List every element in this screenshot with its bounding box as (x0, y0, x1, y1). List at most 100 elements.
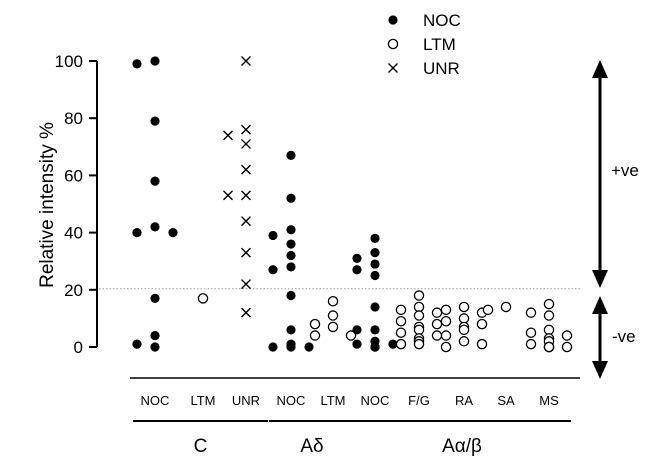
data-point-noc (352, 253, 362, 263)
data-point-noc (286, 225, 296, 235)
data-points (132, 56, 573, 353)
legend-label: UNR (423, 59, 460, 78)
data-point-unr-cross (241, 247, 251, 258)
data-point-unr (241, 279, 251, 290)
data-point-noc (286, 262, 296, 272)
data-point-ltm (431, 318, 443, 330)
data-point-ltm (395, 338, 407, 350)
legend-label: LTM (423, 35, 456, 54)
data-point-unr-cross (241, 56, 251, 66)
data-point-unr (241, 56, 251, 66)
data-point-ltm (458, 313, 470, 324)
data-point-noc (286, 325, 296, 335)
data-point-unr-cross (241, 124, 251, 135)
y-tick-label: 80 (64, 109, 83, 128)
data-point-unr-cross (241, 138, 251, 149)
positive-arrow-head-up (592, 60, 608, 78)
data-point-noc (168, 228, 178, 238)
group-labels: C Aδ Aα/β (133, 420, 571, 457)
x-category-label: RA (455, 393, 473, 408)
y-tick-label: 100 (55, 52, 83, 71)
data-point-ltm (525, 327, 537, 338)
y-tick-label: 20 (64, 281, 83, 300)
x-category-label: LTM (190, 393, 215, 408)
data-point-ltm (413, 290, 425, 301)
data-point-ltm (440, 316, 452, 327)
data-point-noc (286, 239, 296, 249)
data-point-noc (370, 342, 380, 352)
data-point-ltm (413, 310, 425, 321)
data-point-unr-cross (388, 63, 398, 73)
x-category-label: LTM (320, 393, 345, 408)
y-axis-label: Relative intensity % (37, 122, 58, 288)
data-point-ltm (525, 307, 537, 318)
negative-arrow-head-up (592, 296, 608, 314)
positive-arrow-head-down (592, 270, 608, 288)
data-point-unr (223, 130, 233, 141)
data-point-unr (241, 307, 251, 318)
data-point-ltm (395, 316, 407, 327)
data-point-noc (388, 339, 398, 349)
data-point-noc (150, 56, 160, 66)
data-point-ltm (458, 336, 470, 347)
data-point-unr-cross (223, 130, 233, 141)
y-tick-label: 40 (64, 224, 83, 243)
data-point-ltm (500, 301, 512, 313)
negative-label: -ve (612, 327, 636, 346)
data-point-ltm (458, 324, 470, 336)
positive-label: +ve (611, 161, 639, 180)
legend: NOC LTM UNR (387, 11, 461, 78)
x-axis: NOC LTM UNR NOC LTM NOC F/G RA SA MS (130, 377, 580, 408)
data-point-noc (286, 150, 296, 160)
data-point-ltm (309, 330, 321, 341)
data-point-unr (241, 247, 251, 258)
data-point-noc (286, 342, 296, 352)
group-label: Aα/β (442, 436, 482, 457)
data-point-noc (150, 176, 160, 186)
data-point-noc (268, 342, 278, 352)
x-category-label: SA (497, 393, 515, 408)
data-point-noc (352, 265, 362, 275)
group-label: C (194, 436, 208, 457)
data-point-ltm (309, 318, 321, 330)
x-category-label: MS (539, 393, 559, 408)
data-point-noc (132, 228, 142, 238)
group-label: Aδ (300, 436, 323, 457)
data-point-noc (268, 265, 278, 275)
side-arrows: +ve -ve (592, 60, 639, 379)
y-tick-label: 60 (64, 166, 83, 185)
data-point-ltm (327, 310, 339, 321)
data-point-unr (388, 63, 398, 73)
data-point-noc (388, 15, 398, 25)
data-point-unr-cross (241, 216, 251, 227)
data-point-noc (150, 222, 160, 232)
data-point-noc (304, 342, 314, 352)
data-point-ltm (327, 295, 339, 307)
data-point-unr-cross (241, 307, 251, 318)
data-point-ltm (431, 330, 443, 341)
data-point-ltm (413, 324, 425, 336)
data-point-unr (241, 124, 251, 135)
data-point-unr-cross (223, 190, 233, 201)
data-point-unr (241, 190, 251, 201)
data-point-unr (241, 138, 251, 149)
negative-arrow-head-down (592, 361, 608, 379)
x-category-label: F/G (408, 393, 430, 408)
data-point-ltm (543, 341, 555, 353)
data-point-noc (370, 248, 380, 258)
data-point-ltm (440, 304, 452, 316)
data-point-ltm (561, 330, 573, 341)
legend-label: NOC (423, 11, 461, 30)
data-point-unr (241, 216, 251, 227)
data-point-ltm (476, 318, 488, 330)
y-axis: 0 20 40 60 80 100 (55, 52, 98, 357)
data-point-noc (132, 59, 142, 69)
data-point-ltm (395, 327, 407, 338)
data-point-ltm (440, 341, 452, 353)
data-point-ltm (345, 330, 357, 341)
data-point-noc (352, 339, 362, 349)
data-point-ltm (387, 38, 399, 50)
data-point-noc (370, 270, 380, 281)
data-point-noc (286, 290, 296, 301)
x-category-label: NOC (277, 393, 306, 408)
